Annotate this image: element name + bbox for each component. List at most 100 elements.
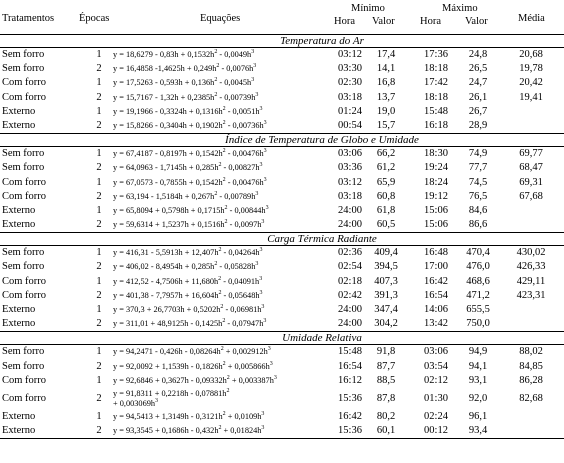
cell-min-hora: 03:06 bbox=[338, 148, 362, 160]
table-row: Externo 2 y = 93,3545 + 0,1686h - 0,432h2 … bbox=[0, 424, 564, 438]
table-row: Sem forro 1 y = 94,2471 - 0,426h - 0,08264… bbox=[0, 345, 564, 359]
cell-min-valor: 60,1 bbox=[376, 425, 396, 437]
cell-trat: Com forro bbox=[2, 190, 47, 202]
table-row: Externo 1 y = 94,5413 + 1,3149h - 0,3121h2… bbox=[0, 410, 564, 424]
cell-min-valor: 61,8 bbox=[376, 204, 396, 216]
cell-trat: Com forro bbox=[2, 289, 47, 301]
cell-epoca: 1 bbox=[96, 148, 102, 160]
cell-eq: y = 92,0092 + 1,1539h - 0,1826h2 + 0,005… bbox=[113, 360, 273, 371]
cell-epoca: 2 bbox=[96, 261, 102, 273]
cell-min-hora: 24:00 bbox=[338, 204, 362, 216]
cell-trat: Com forro bbox=[2, 392, 47, 404]
cell-max-valor: 470,4 bbox=[466, 247, 490, 259]
cell-min-hora: 16:42 bbox=[338, 410, 362, 422]
cell-eq: y = 18,6279 - 0,83h + 0,1532h2 - 0,0049h… bbox=[113, 49, 255, 59]
cell-trat: Externo bbox=[2, 105, 36, 117]
cell-media: 19,78 bbox=[519, 63, 543, 75]
table-row: Sem forro 2 y = 16,4858 -1,4625h + 0,249h2… bbox=[0, 62, 564, 76]
table-row: Com forro 1 y = 17,5263 - 0,593h + 0,136h2… bbox=[0, 76, 564, 90]
cell-min-valor: 17,4 bbox=[376, 49, 396, 60]
cell-eq: y = 63,194 - 1,5184h + 0,267h2 - 0,00789… bbox=[113, 190, 259, 201]
cell-min-valor: 409,4 bbox=[374, 247, 398, 259]
cell-min-hora: 24:00 bbox=[338, 219, 362, 231]
cell-trat: Com forro bbox=[2, 77, 47, 89]
cell-max-valor: 750,0 bbox=[466, 318, 490, 330]
cell-epoca: 2 bbox=[96, 289, 102, 301]
cell-min-hora: 01:24 bbox=[338, 105, 362, 117]
cell-max-valor: 74,5 bbox=[468, 176, 488, 188]
cell-eq: y = 15,8266 - 0,3404h + 0,1902h2 - 0,007… bbox=[113, 120, 267, 130]
cell-max-valor: 92,0 bbox=[468, 392, 488, 404]
cell-epoca: 2 bbox=[96, 190, 102, 202]
cell-min-hora: 03:18 bbox=[338, 91, 362, 103]
cell-min-valor: 304,2 bbox=[374, 318, 398, 330]
cell-trat: Externo bbox=[2, 425, 36, 437]
cell-epoca: 1 bbox=[96, 105, 102, 117]
cell-max-hora: 03:06 bbox=[424, 346, 448, 358]
section-title: Temperatura do Ar bbox=[0, 35, 564, 48]
cell-trat: Sem forro bbox=[2, 247, 45, 259]
cell-max-hora: 14:06 bbox=[424, 304, 448, 315]
cell-min-hora: 24:00 bbox=[338, 304, 362, 315]
cell-trat: Com forro bbox=[2, 91, 47, 103]
cell-max-valor: 93,4 bbox=[468, 425, 488, 437]
cell-max-valor: 655,5 bbox=[466, 304, 490, 315]
cell-min-hora: 02:42 bbox=[338, 289, 362, 301]
cell-epoca: 1 bbox=[96, 49, 102, 60]
header-maximo: Máximo bbox=[442, 3, 478, 14]
cell-min-hora: 16:54 bbox=[338, 360, 362, 372]
cell-trat: Externo bbox=[2, 119, 36, 131]
cell-max-hora: 15:06 bbox=[424, 219, 448, 231]
cell-eq: y = 93,3545 + 0,1686h - 0,432h2 + 0,0182… bbox=[113, 425, 265, 436]
cell-trat: Sem forro bbox=[2, 49, 45, 60]
table-bottom-rule bbox=[0, 438, 564, 440]
cell-trat: Sem forro bbox=[2, 360, 45, 372]
cell-min-valor: 65,9 bbox=[376, 176, 396, 188]
table-row: Com forro 2 y = 91,8311 + 0,2218h - 0,0788… bbox=[0, 388, 564, 410]
cell-epoca: 1 bbox=[96, 374, 102, 386]
cell-epoca: 2 bbox=[96, 425, 102, 437]
cell-eq: y = 17,5263 - 0,593h + 0,136h2 - 0,0045h… bbox=[113, 77, 255, 88]
table-row: Sem forro 2 y = 406,02 - 8,4954h + 0,285h2… bbox=[0, 260, 564, 274]
cell-eq: y = 65,8094 + 0,5798h + 0,1715h2 - 0,008… bbox=[113, 205, 269, 215]
cell-min-valor: 61,2 bbox=[376, 162, 396, 174]
table-section: Temperatura do Ar Sem forro 1 y = 18,6279 -… bbox=[0, 35, 564, 133]
cell-max-hora: 17:36 bbox=[424, 49, 448, 60]
cell-epoca: 2 bbox=[96, 162, 102, 174]
cell-min-valor: 13,7 bbox=[376, 91, 396, 103]
header-min-valor: Valor bbox=[372, 16, 395, 27]
cell-eq: y = 311,01 + 48,9125h - 0,1425h2 - 0,079… bbox=[113, 318, 267, 329]
cell-max-valor: 94,1 bbox=[468, 360, 488, 372]
results-table: Tratamentos Épocas Equações Mínimo Hora … bbox=[0, 0, 564, 440]
cell-min-hora: 03:36 bbox=[338, 162, 362, 174]
cell-max-hora: 15:06 bbox=[424, 204, 448, 216]
cell-eq: y = 91,8311 + 0,2218h - 0,07881h2 + 0,00… bbox=[113, 388, 230, 408]
cell-max-hora: 17:00 bbox=[424, 261, 448, 273]
cell-max-hora: 16:48 bbox=[424, 247, 448, 259]
cell-max-hora: 16:18 bbox=[424, 119, 448, 131]
table-section: Índice de Temperatura de Globo e Umidade… bbox=[0, 133, 564, 232]
cell-trat: Sem forro bbox=[2, 148, 45, 160]
cell-max-hora: 01:30 bbox=[424, 392, 448, 404]
table-header: Tratamentos Épocas Equações Mínimo Hora … bbox=[0, 0, 564, 35]
cell-media: 426,33 bbox=[516, 261, 546, 273]
cell-min-hora: 03:18 bbox=[338, 190, 362, 202]
cell-max-valor: 26,1 bbox=[468, 91, 488, 103]
cell-media: 430,02 bbox=[516, 247, 546, 259]
header-max-valor: Valor bbox=[465, 16, 488, 27]
cell-eq: y = 16,4858 -1,4625h + 0,249h2 - 0,0076h… bbox=[113, 63, 257, 74]
cell-max-hora: 02:24 bbox=[424, 410, 448, 422]
cell-epoca: 1 bbox=[96, 304, 102, 315]
cell-max-valor: 24,8 bbox=[468, 49, 488, 60]
cell-min-valor: 15,7 bbox=[376, 119, 396, 131]
cell-media: 67,68 bbox=[519, 190, 543, 202]
table-row: Sem forro 1 y = 67,4187 - 0,8197h + 0,1542… bbox=[0, 147, 564, 161]
cell-max-valor: 476,0 bbox=[466, 261, 490, 273]
cell-media: 20,42 bbox=[519, 77, 543, 89]
cell-min-valor: 14,1 bbox=[376, 63, 396, 75]
table-row: Sem forro 1 y = 18,6279 - 0,83h + 0,1532h2… bbox=[0, 48, 564, 62]
cell-eq: y = 94,2471 - 0,426h - 0,08264h2 + 0,002… bbox=[113, 346, 271, 357]
table-row: Externo 2 y = 311,01 + 48,9125h - 0,1425h2… bbox=[0, 317, 564, 331]
cell-trat: Com forro bbox=[2, 176, 47, 188]
table-row: Com forro 1 y = 412,52 - 4,7506h + 11,680h… bbox=[0, 275, 564, 289]
